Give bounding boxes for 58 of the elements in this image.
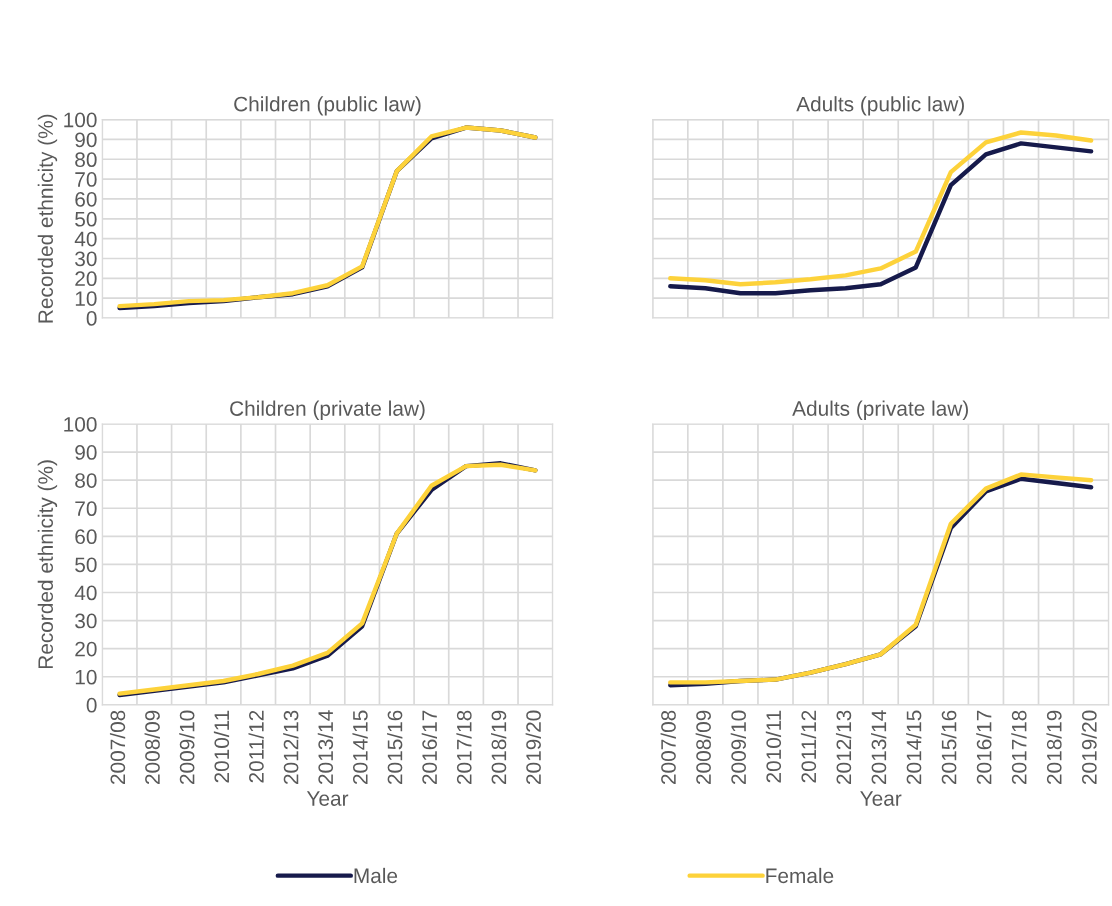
chart-title: Children (private law) <box>230 400 425 420</box>
x-tick-label: 2008/09 <box>695 710 711 784</box>
y-tick-label: 0 <box>86 697 97 713</box>
x-axis-title: Year <box>860 791 902 806</box>
x-tick-label: 2010/11 <box>213 710 230 783</box>
legend-label: Male <box>354 867 398 884</box>
x-tick-label: 2019/20 <box>1081 710 1097 784</box>
y-tick-label: 20 <box>75 271 97 287</box>
x-axis-title: Year <box>306 791 349 806</box>
y-tick-label: 0 <box>86 311 97 326</box>
x-tick-label: 2015/16 <box>941 710 957 784</box>
y-tick-label: 60 <box>75 191 97 207</box>
y-tick-label: 90 <box>75 132 97 148</box>
y-axis-title: Recorded ethnicity (%) <box>37 114 58 323</box>
x-tick-label: 2013/14 <box>317 710 334 784</box>
x-tick-label: 2013/14 <box>870 710 887 784</box>
x-tick-label: 2017/18 <box>456 710 472 784</box>
x-tick-label: 2010/11 <box>765 710 782 783</box>
y-tick-label: 50 <box>75 557 97 573</box>
x-tick-label: 2017/18 <box>1011 710 1027 784</box>
x-tick-label: 2018/19 <box>1046 710 1062 784</box>
x-tick-label: 2012/13 <box>835 710 852 784</box>
y-tick-label: 30 <box>75 251 97 267</box>
y-tick-label: 100 <box>64 417 97 432</box>
x-tick-label: 2019/20 <box>525 710 541 784</box>
y-tick-label: 50 <box>75 211 97 227</box>
y-tick-label: 70 <box>75 501 97 517</box>
x-tick-label: 2011/12 <box>800 710 817 783</box>
legend-label: Female <box>766 867 834 884</box>
x-tick-label: 2016/17 <box>421 710 438 784</box>
y-axis-title: Recorded ethnicity (%) <box>37 460 58 669</box>
x-tick-label: 2008/09 <box>144 710 160 784</box>
x-tick-label: 2009/10 <box>730 710 747 784</box>
y-tick-label: 40 <box>74 231 97 247</box>
x-tick-label: 2007/08 <box>109 710 126 784</box>
x-tick-label: 2009/10 <box>179 710 195 784</box>
x-tick-label: 2018/19 <box>490 710 507 784</box>
y-tick-label: 30 <box>75 613 97 629</box>
y-tick-label: 10 <box>75 291 97 306</box>
x-tick-label: 2007/08 <box>660 710 676 784</box>
chart-title: Adults (public law) <box>796 96 964 116</box>
y-tick-label: 70 <box>75 172 97 187</box>
x-tick-label: 2015/16 <box>387 710 403 784</box>
x-tick-label: 2016/17 <box>976 710 992 784</box>
y-tick-label: 60 <box>75 529 97 545</box>
y-tick-label: 10 <box>75 669 97 685</box>
y-tick-label: 80 <box>75 473 97 488</box>
y-tick-label: 80 <box>75 152 97 168</box>
x-tick-label: 2012/13 <box>283 710 299 784</box>
x-tick-label: 2014/15 <box>906 710 922 784</box>
x-tick-label: 2011/12 <box>248 710 264 783</box>
x-tick-label: 2014/15 <box>352 710 368 784</box>
y-tick-label: 40 <box>74 585 97 601</box>
chart-title: Adults (private law) <box>792 400 968 420</box>
chart-title: Children (public law) <box>234 96 421 116</box>
y-tick-label: 100 <box>64 112 97 128</box>
y-tick-label: 20 <box>75 641 97 657</box>
y-tick-label: 90 <box>75 445 97 460</box>
